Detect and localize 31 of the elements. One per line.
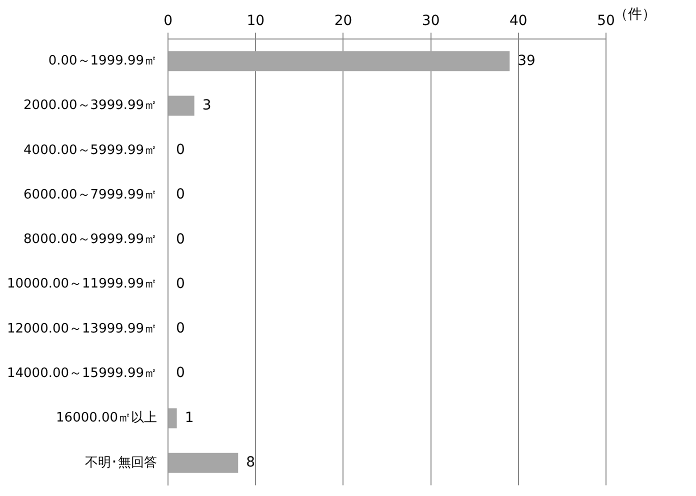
data-label: 0 <box>176 276 185 292</box>
x-tick-label: 50 <box>597 13 615 30</box>
data-label: 39 <box>518 52 536 69</box>
x-tick-label: 20 <box>334 13 352 30</box>
data-label: 8 <box>246 454 256 471</box>
y-tick-label: 16000.00㎡以上 <box>56 410 158 426</box>
y-tick-label: 12000.00～13999.99㎡ <box>6 321 158 336</box>
data-label: 0 <box>176 320 185 337</box>
x-tick-label: 0 <box>164 13 173 30</box>
data-label: 0 <box>176 365 185 382</box>
data-label: 0 <box>176 186 185 203</box>
y-tick-label: 14000.00～15999.99㎡ <box>6 366 158 381</box>
data-label: 0 <box>176 142 185 158</box>
x-tick-label: 30 <box>422 13 440 30</box>
bar <box>168 408 177 428</box>
y-tick-label: 4000.00～5999.99㎡ <box>24 142 158 158</box>
data-label: 0 <box>176 231 185 248</box>
y-tick-label: 6000.00～7999.99㎡ <box>24 187 158 202</box>
y-tick-label: 8000.00～9999.99㎡ <box>24 232 158 248</box>
y-tick-label: 2000.00～3999.99㎡ <box>24 98 158 114</box>
bar <box>168 51 510 72</box>
x-tick-label: 10 <box>246 13 265 30</box>
x-tick-label: 40 <box>510 13 528 30</box>
bar <box>168 452 238 473</box>
y-tick-label: 0.00～1999.99㎡ <box>48 53 158 68</box>
y-tick-label: 不明･無回答 <box>85 455 158 470</box>
y-tick-label: 10000.00～11999.99㎡ <box>6 276 158 292</box>
data-label: 1 <box>184 410 194 426</box>
x-axis-title: （件） <box>614 6 656 23</box>
bar <box>168 96 194 116</box>
data-label: 3 <box>202 97 212 114</box>
